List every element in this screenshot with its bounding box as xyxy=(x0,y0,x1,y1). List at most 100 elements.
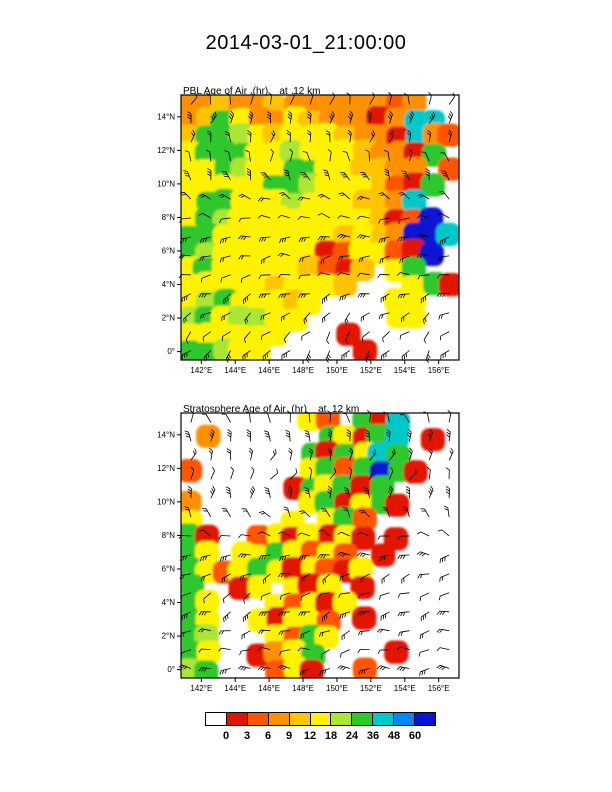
wind-barb xyxy=(365,149,370,162)
lon-tick-label: 142°E xyxy=(190,684,212,693)
wind-barb xyxy=(448,92,456,105)
wind-barb xyxy=(203,350,212,362)
wind-barb xyxy=(243,592,251,604)
wind-barb xyxy=(445,467,450,480)
wind-barb xyxy=(389,130,395,143)
lon-tick-label: 156°E xyxy=(428,684,450,693)
wind-barb xyxy=(298,274,311,280)
wind-barb xyxy=(360,312,370,322)
wind-barb xyxy=(221,573,231,583)
wind-barb xyxy=(436,664,450,671)
lat-tick-label: 0° xyxy=(167,347,175,356)
wind-barb xyxy=(369,92,375,105)
wind-barb xyxy=(447,110,454,124)
wind-barb xyxy=(210,466,216,480)
wind-barb xyxy=(367,110,372,124)
wind-barb xyxy=(286,130,291,143)
wind-barb xyxy=(281,350,291,360)
wind-barb xyxy=(180,630,192,638)
lat-tick-label: 14°N xyxy=(157,112,175,121)
lon-tick-label: 150°E xyxy=(326,366,348,375)
wind-barb xyxy=(306,350,312,363)
wind-barb xyxy=(342,150,351,162)
wind-barb xyxy=(203,592,212,604)
wind-barb xyxy=(344,312,351,325)
wind-barb xyxy=(277,252,291,257)
wind-barb xyxy=(303,312,311,324)
wind-barb xyxy=(198,213,211,219)
wind-barb xyxy=(358,592,370,599)
wind-barb xyxy=(337,272,350,276)
map-border xyxy=(180,412,460,679)
wind-barb xyxy=(416,253,430,258)
wind-barb xyxy=(250,466,255,480)
wind-barb xyxy=(224,131,231,143)
wind-barb xyxy=(279,192,291,200)
wind-barb xyxy=(180,649,192,658)
wind-barb xyxy=(326,331,331,345)
wind-barb xyxy=(258,274,271,280)
colorbar-box xyxy=(309,713,331,725)
wind-barb xyxy=(341,630,351,641)
wind-barb xyxy=(406,428,412,442)
colorbar-box xyxy=(372,713,394,725)
wind-barb xyxy=(346,429,351,442)
wind-barb xyxy=(441,170,450,181)
lon-tick-label: 148°E xyxy=(292,366,314,375)
wind-barb xyxy=(322,573,331,585)
wind-barb xyxy=(420,611,430,622)
wind-barb xyxy=(425,168,430,181)
wind-barb xyxy=(199,255,211,261)
wind-barb xyxy=(306,111,312,124)
wind-barb xyxy=(440,350,450,360)
colorbar-label: 0 xyxy=(222,730,230,742)
wind-barb xyxy=(357,293,370,298)
lon-tick-label: 152°E xyxy=(360,684,382,693)
wind-barb xyxy=(402,506,410,518)
colorbar-label: 12 xyxy=(303,730,317,742)
wind-barb xyxy=(297,216,311,221)
wind-barb xyxy=(397,236,410,242)
wind-barb xyxy=(258,611,271,617)
lat-tick-label: 8°N xyxy=(162,531,176,540)
wind-barb xyxy=(279,649,291,656)
wind-barb xyxy=(250,92,254,105)
wind-barb xyxy=(298,611,311,616)
wind-barb xyxy=(317,193,331,200)
axis-ticks: 0° 2°N 4°N 6°N 8°N 10°N 12°N 14°N 142°E 144°E 146°… xyxy=(157,430,449,693)
wind-barb xyxy=(378,192,390,200)
wind-barb xyxy=(364,350,371,363)
wind-barb xyxy=(341,350,351,360)
wind-barb xyxy=(264,430,271,442)
wind-barb xyxy=(242,350,251,361)
wind-barb xyxy=(260,255,271,265)
wind-barb xyxy=(339,293,350,301)
wind-barb xyxy=(287,485,293,499)
colorbar-box xyxy=(246,713,268,725)
wind-barb xyxy=(366,410,371,423)
wind-barb xyxy=(321,611,331,622)
wind-barb xyxy=(300,630,311,639)
wind-barb xyxy=(327,148,332,162)
wind-barb xyxy=(447,410,452,423)
wind-barb xyxy=(218,193,231,200)
wind-barb xyxy=(426,466,431,480)
wind-barb xyxy=(178,254,191,259)
page-title: 2014-03-01_21:00:00 xyxy=(205,32,407,54)
wind-barb xyxy=(219,236,231,244)
lat-tick-label: 2°N xyxy=(162,314,176,323)
wind-barb xyxy=(257,666,271,672)
lat-tick-label: 8°N xyxy=(162,213,176,222)
wind-barb xyxy=(225,92,231,105)
wind-barb xyxy=(270,130,276,143)
wind-barb xyxy=(383,149,390,162)
wind-barb xyxy=(299,255,311,263)
wind-barb xyxy=(207,130,212,143)
wind-barb xyxy=(438,592,450,601)
axis-ticks: 0° 2°N 4°N 6°N 8°N 10°N 12°N 14°N 142°E 144°E 146°… xyxy=(157,112,449,375)
wind-barb xyxy=(337,233,350,239)
colorbar-box xyxy=(206,713,226,725)
wind-barb xyxy=(181,293,192,303)
wind-barb xyxy=(249,485,255,499)
contour-fill xyxy=(181,95,459,360)
